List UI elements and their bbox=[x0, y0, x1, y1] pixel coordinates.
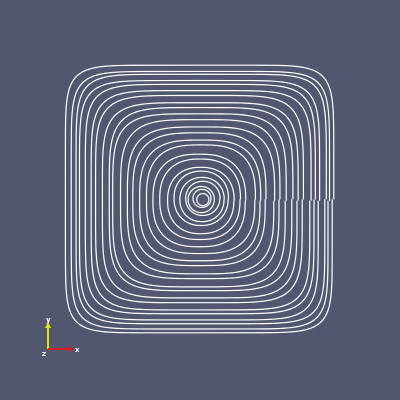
streamlines-group bbox=[64, 64, 335, 334]
y-axis-arrowhead bbox=[45, 322, 51, 328]
streamline bbox=[101, 102, 299, 299]
streamline bbox=[166, 166, 235, 235]
streamline bbox=[70, 70, 331, 330]
streamline bbox=[185, 180, 221, 217]
z-axis-label: z bbox=[42, 350, 46, 358]
streamline bbox=[132, 132, 267, 267]
x-axis-label: x bbox=[75, 346, 80, 354]
streamline bbox=[139, 139, 262, 262]
streamline bbox=[126, 126, 276, 275]
streamline bbox=[145, 144, 257, 255]
streamline bbox=[159, 158, 242, 241]
streamline bbox=[173, 170, 230, 227]
orientation-axes-widget: y x z bbox=[42, 316, 80, 358]
streamline bbox=[108, 106, 294, 292]
streamline bbox=[152, 153, 247, 248]
streamline bbox=[75, 73, 327, 325]
streamline bbox=[90, 90, 312, 311]
streamline bbox=[94, 94, 305, 304]
streamline bbox=[112, 113, 287, 288]
streamline bbox=[187, 185, 215, 214]
streamline bbox=[119, 119, 281, 280]
x-axis-arrowhead bbox=[68, 346, 74, 352]
streamline bbox=[179, 176, 225, 223]
streamline bbox=[192, 188, 212, 209]
streamline bbox=[196, 192, 210, 207]
streamline bbox=[78, 79, 321, 321]
y-axis-label: y bbox=[46, 316, 51, 324]
streamline bbox=[64, 64, 335, 334]
streamline bbox=[84, 83, 316, 315]
